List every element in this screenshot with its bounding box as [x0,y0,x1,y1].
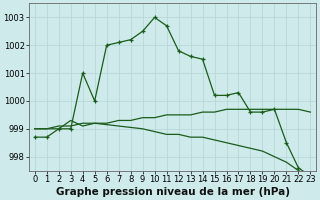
X-axis label: Graphe pression niveau de la mer (hPa): Graphe pression niveau de la mer (hPa) [56,187,290,197]
